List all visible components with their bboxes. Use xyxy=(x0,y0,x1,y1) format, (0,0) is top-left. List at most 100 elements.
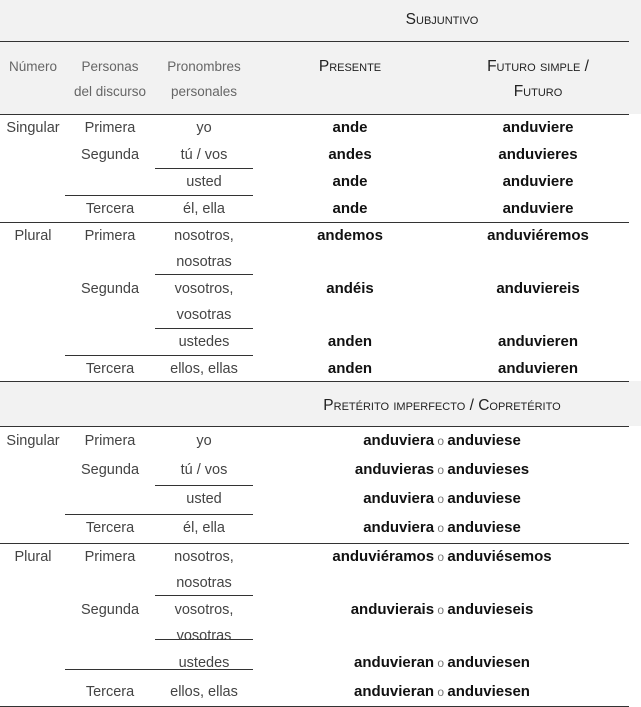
persona-cell: Tercera xyxy=(85,201,135,217)
connector-o: o xyxy=(434,434,448,448)
row-divider xyxy=(155,595,253,596)
persona-cell: Tercera xyxy=(85,684,135,700)
futuro-cell: anduviereis xyxy=(496,280,580,297)
pronombre-cell: nosotras xyxy=(176,254,232,270)
connector-o: o xyxy=(434,521,448,535)
header-pronombres-2: personales xyxy=(170,84,238,99)
header-futuro-1: Futuro simple / xyxy=(487,58,589,75)
pronombre-cell: tú / vos xyxy=(180,147,228,163)
header-personas-2: del discurso xyxy=(73,84,147,99)
persona-cell: Segunda xyxy=(80,462,140,478)
row-divider xyxy=(0,222,629,223)
presente-cell: ande xyxy=(332,200,368,217)
row-divider xyxy=(155,485,253,486)
form-ra: anduvieras xyxy=(354,461,435,478)
persona-cell: Primera xyxy=(84,228,136,244)
persona-cell: Primera xyxy=(84,433,136,449)
connector-o: o xyxy=(434,685,448,699)
presente-cell: ande xyxy=(332,119,368,136)
futuro-cell: anduviere xyxy=(502,200,574,217)
form-ra: anduvieran xyxy=(354,654,435,671)
pronombre-cell: nosotros, xyxy=(174,228,234,244)
imperfecto-cell: anduvierais o anduvieseis xyxy=(351,597,534,623)
pronombre-cell: vosotras xyxy=(176,628,232,644)
pronombre-cell: yo xyxy=(196,433,212,449)
presente-cell: andemos xyxy=(317,227,383,244)
row-divider xyxy=(0,426,629,427)
header-background xyxy=(0,0,641,114)
persona-cell: Primera xyxy=(84,120,136,136)
persona-cell: Segunda xyxy=(80,602,140,618)
imperfecto-cell: anduvieras o anduvieses xyxy=(355,457,529,483)
persona-cell: Segunda xyxy=(80,281,140,297)
row-divider xyxy=(155,168,253,169)
presente-cell: andes xyxy=(328,146,372,163)
pronombre-cell: usted xyxy=(186,491,222,507)
row-divider xyxy=(65,195,253,196)
form-se: anduviese xyxy=(447,519,521,536)
futuro-cell: anduviere xyxy=(502,173,574,190)
connector-o: o xyxy=(434,463,448,477)
pronombre-cell: ustedes xyxy=(178,655,230,671)
pronombre-cell: nosotras xyxy=(176,575,232,591)
header-pronombres-1: Pronombres xyxy=(167,59,241,74)
header-futuro-2: Futuro xyxy=(513,83,563,100)
subjuntivo-title: Subjuntivo xyxy=(405,11,479,28)
form-ra: anduviera xyxy=(363,519,435,536)
futuro-cell: anduvieres xyxy=(498,146,578,163)
futuro-cell: anduvieren xyxy=(497,333,579,350)
pronombre-cell: él, ella xyxy=(183,520,225,536)
pronombre-cell: vosotros, xyxy=(174,602,234,618)
persona-cell: Tercera xyxy=(85,520,135,536)
connector-o: o xyxy=(434,492,448,506)
form-se: anduviese xyxy=(447,432,521,449)
presente-cell: andéis xyxy=(326,280,374,297)
row-divider xyxy=(0,543,629,544)
pronombre-cell: ustedes xyxy=(178,334,230,350)
futuro-cell: anduviéremos xyxy=(487,227,589,244)
pronombre-cell: ellos, ellas xyxy=(170,361,238,377)
imperfecto-cell: anduvieran o anduviesen xyxy=(354,650,530,676)
connector-o: o xyxy=(434,603,448,617)
header-personas-1: Personas xyxy=(81,59,139,74)
form-se: anduviésemos xyxy=(447,548,552,565)
numero-cell: Singular xyxy=(6,120,60,136)
pronombre-cell: tú / vos xyxy=(180,462,228,478)
pronombre-cell: yo xyxy=(196,120,212,136)
row-divider xyxy=(155,639,253,640)
form-se: anduviesen xyxy=(447,654,530,671)
row-divider xyxy=(155,274,253,275)
pronombre-cell: nosotros, xyxy=(174,549,234,565)
pronombre-cell: él, ella xyxy=(183,201,225,217)
form-ra: anduviera xyxy=(363,490,435,507)
presente-cell: anden xyxy=(327,333,373,350)
pronombre-cell: ellos, ellas xyxy=(170,684,238,700)
form-ra: anduviéramos xyxy=(332,548,435,565)
imperfecto-cell: anduviéramos o anduviésemos xyxy=(332,544,551,570)
persona-cell: Tercera xyxy=(85,361,135,377)
header-background xyxy=(0,381,641,426)
header-presente: Presente xyxy=(318,58,382,75)
row-divider xyxy=(65,355,253,356)
form-ra: anduvierais xyxy=(350,601,435,618)
presente-cell: anden xyxy=(327,360,373,377)
row-divider xyxy=(155,328,253,329)
form-ra: anduvieran xyxy=(354,683,435,700)
imperfecto-cell: anduviera o anduviese xyxy=(363,428,521,454)
numero-cell: Plural xyxy=(14,228,52,244)
futuro-cell: anduvieren xyxy=(497,360,579,377)
pronombre-cell: vosotras xyxy=(176,307,232,323)
row-divider xyxy=(0,41,629,42)
pronombre-cell: vosotros, xyxy=(174,281,234,297)
form-se: anduvieseis xyxy=(447,601,534,618)
persona-cell: Primera xyxy=(84,549,136,565)
futuro-cell: anduviere xyxy=(502,119,574,136)
numero-cell: Plural xyxy=(14,549,52,565)
form-se: anduviesen xyxy=(447,683,530,700)
pronombre-cell: usted xyxy=(186,174,222,190)
row-divider xyxy=(0,381,629,382)
persona-cell: Segunda xyxy=(80,147,140,163)
form-se: anduvieses xyxy=(447,461,530,478)
numero-cell: Singular xyxy=(6,433,60,449)
